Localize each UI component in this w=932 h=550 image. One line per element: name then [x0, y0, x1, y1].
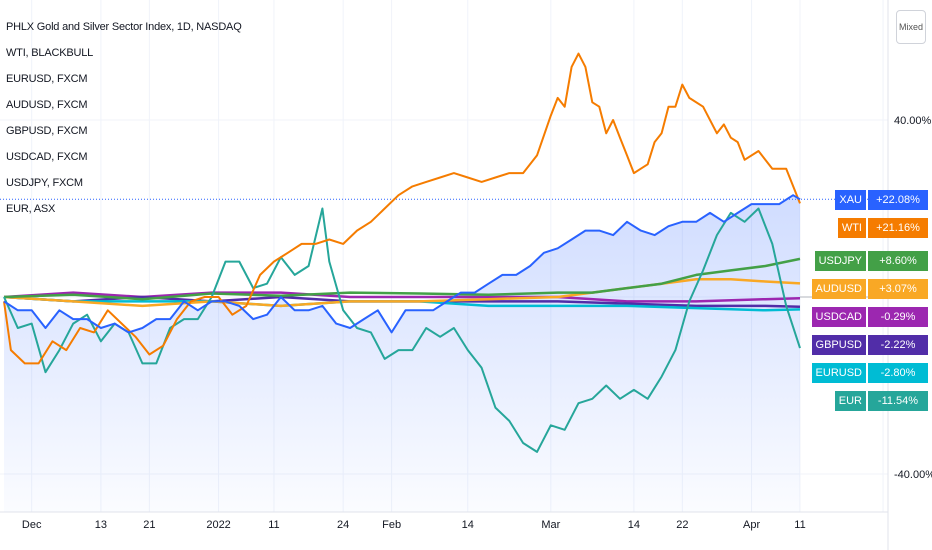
price-badge-eur: EUR -11.54% — [0, 391, 928, 411]
price-badge-symbol: WTI — [837, 218, 866, 238]
price-badge-value: +8.60% — [868, 251, 928, 271]
xau-area — [4, 195, 800, 512]
legend-item-wti[interactable]: WTI, BLACKBULL — [6, 47, 94, 59]
legend-item-usdcad[interactable]: USDCAD, FXCM — [6, 151, 88, 163]
price-badge-value: -0.29% — [868, 307, 928, 327]
x-tick-label: 2022 — [206, 519, 230, 531]
price-badge-value: +21.16% — [868, 218, 928, 238]
price-badge-symbol: XAU — [835, 190, 866, 210]
legend-item-audusd[interactable]: AUDUSD, FXCM — [6, 99, 88, 111]
price-badge-value: +3.07% — [868, 279, 928, 299]
x-tick-label: 11 — [268, 519, 279, 531]
x-tick-label: 11 — [794, 519, 805, 531]
price-badge-value: -2.80% — [868, 363, 928, 383]
price-badge-usdcad: USDCAD -0.29% — [0, 307, 928, 327]
y-tick-label: -40.00% — [894, 469, 932, 481]
price-badge-usdjpy: USDJPY +8.60% — [0, 251, 928, 271]
series-line-audusd — [3, 278, 801, 308]
price-badge-xau: XAU +22.08% — [0, 190, 928, 210]
series-line-usdjpy — [3, 257, 801, 301]
x-tick-label: 14 — [462, 519, 474, 531]
price-badge-symbol: USDCAD — [811, 307, 866, 327]
series-line-wti — [3, 52, 801, 365]
series-line-xau — [3, 194, 801, 334]
scale-mode-button[interactable]: Mixed — [896, 10, 926, 44]
x-tick-label: 21 — [143, 519, 155, 531]
price-badge-symbol: GBPUSD — [811, 335, 866, 355]
y-tick-label: 40.00% — [894, 115, 932, 127]
x-tick-label: 24 — [337, 519, 349, 531]
area-fill — [0, 195, 888, 512]
x-tick-label: Apr — [743, 519, 760, 531]
legend-item-usdjpy[interactable]: USDJPY, FXCM — [6, 177, 83, 189]
legend-title[interactable]: PHLX Gold and Silver Sector Index, 1D, N… — [6, 21, 242, 33]
price-badge-gbpusd: GBPUSD -2.22% — [0, 335, 928, 355]
price-badge-symbol: AUDUSD — [811, 279, 866, 299]
price-badge-wti: WTI +21.16% — [0, 218, 928, 238]
price-badge-value: -2.22% — [868, 335, 928, 355]
x-tick-label: Feb — [382, 519, 401, 531]
legend-item-eur[interactable]: EUR, ASX — [6, 203, 56, 215]
series-line-eur — [3, 207, 801, 453]
legend-item-gbpusd[interactable]: GBPUSD, FXCM — [6, 125, 88, 137]
price-badge-symbol: EUR — [834, 391, 866, 411]
price-badge-value: -11.54% — [868, 391, 928, 411]
price-badge-symbol: EURUSD — [811, 363, 866, 383]
series-lines — [3, 52, 801, 453]
price-badge-audusd: AUDUSD +3.07% — [0, 279, 928, 299]
legend-item-eurusd[interactable]: EURUSD, FXCM — [6, 73, 88, 85]
legend: PHLX Gold and Silver Sector Index, 1D, N… — [6, 20, 242, 228]
x-tick-label: Mar — [541, 519, 560, 531]
x-tick-label: 14 — [628, 519, 640, 531]
price-badge-symbol: USDJPY — [814, 251, 866, 271]
price-badge-value: +22.08% — [868, 190, 928, 210]
x-tick-label: 22 — [676, 519, 688, 531]
x-tick-label: Dec — [22, 519, 42, 531]
price-badge-eurusd: EURUSD -2.80% — [0, 363, 928, 383]
x-tick-label: 13 — [95, 519, 107, 531]
